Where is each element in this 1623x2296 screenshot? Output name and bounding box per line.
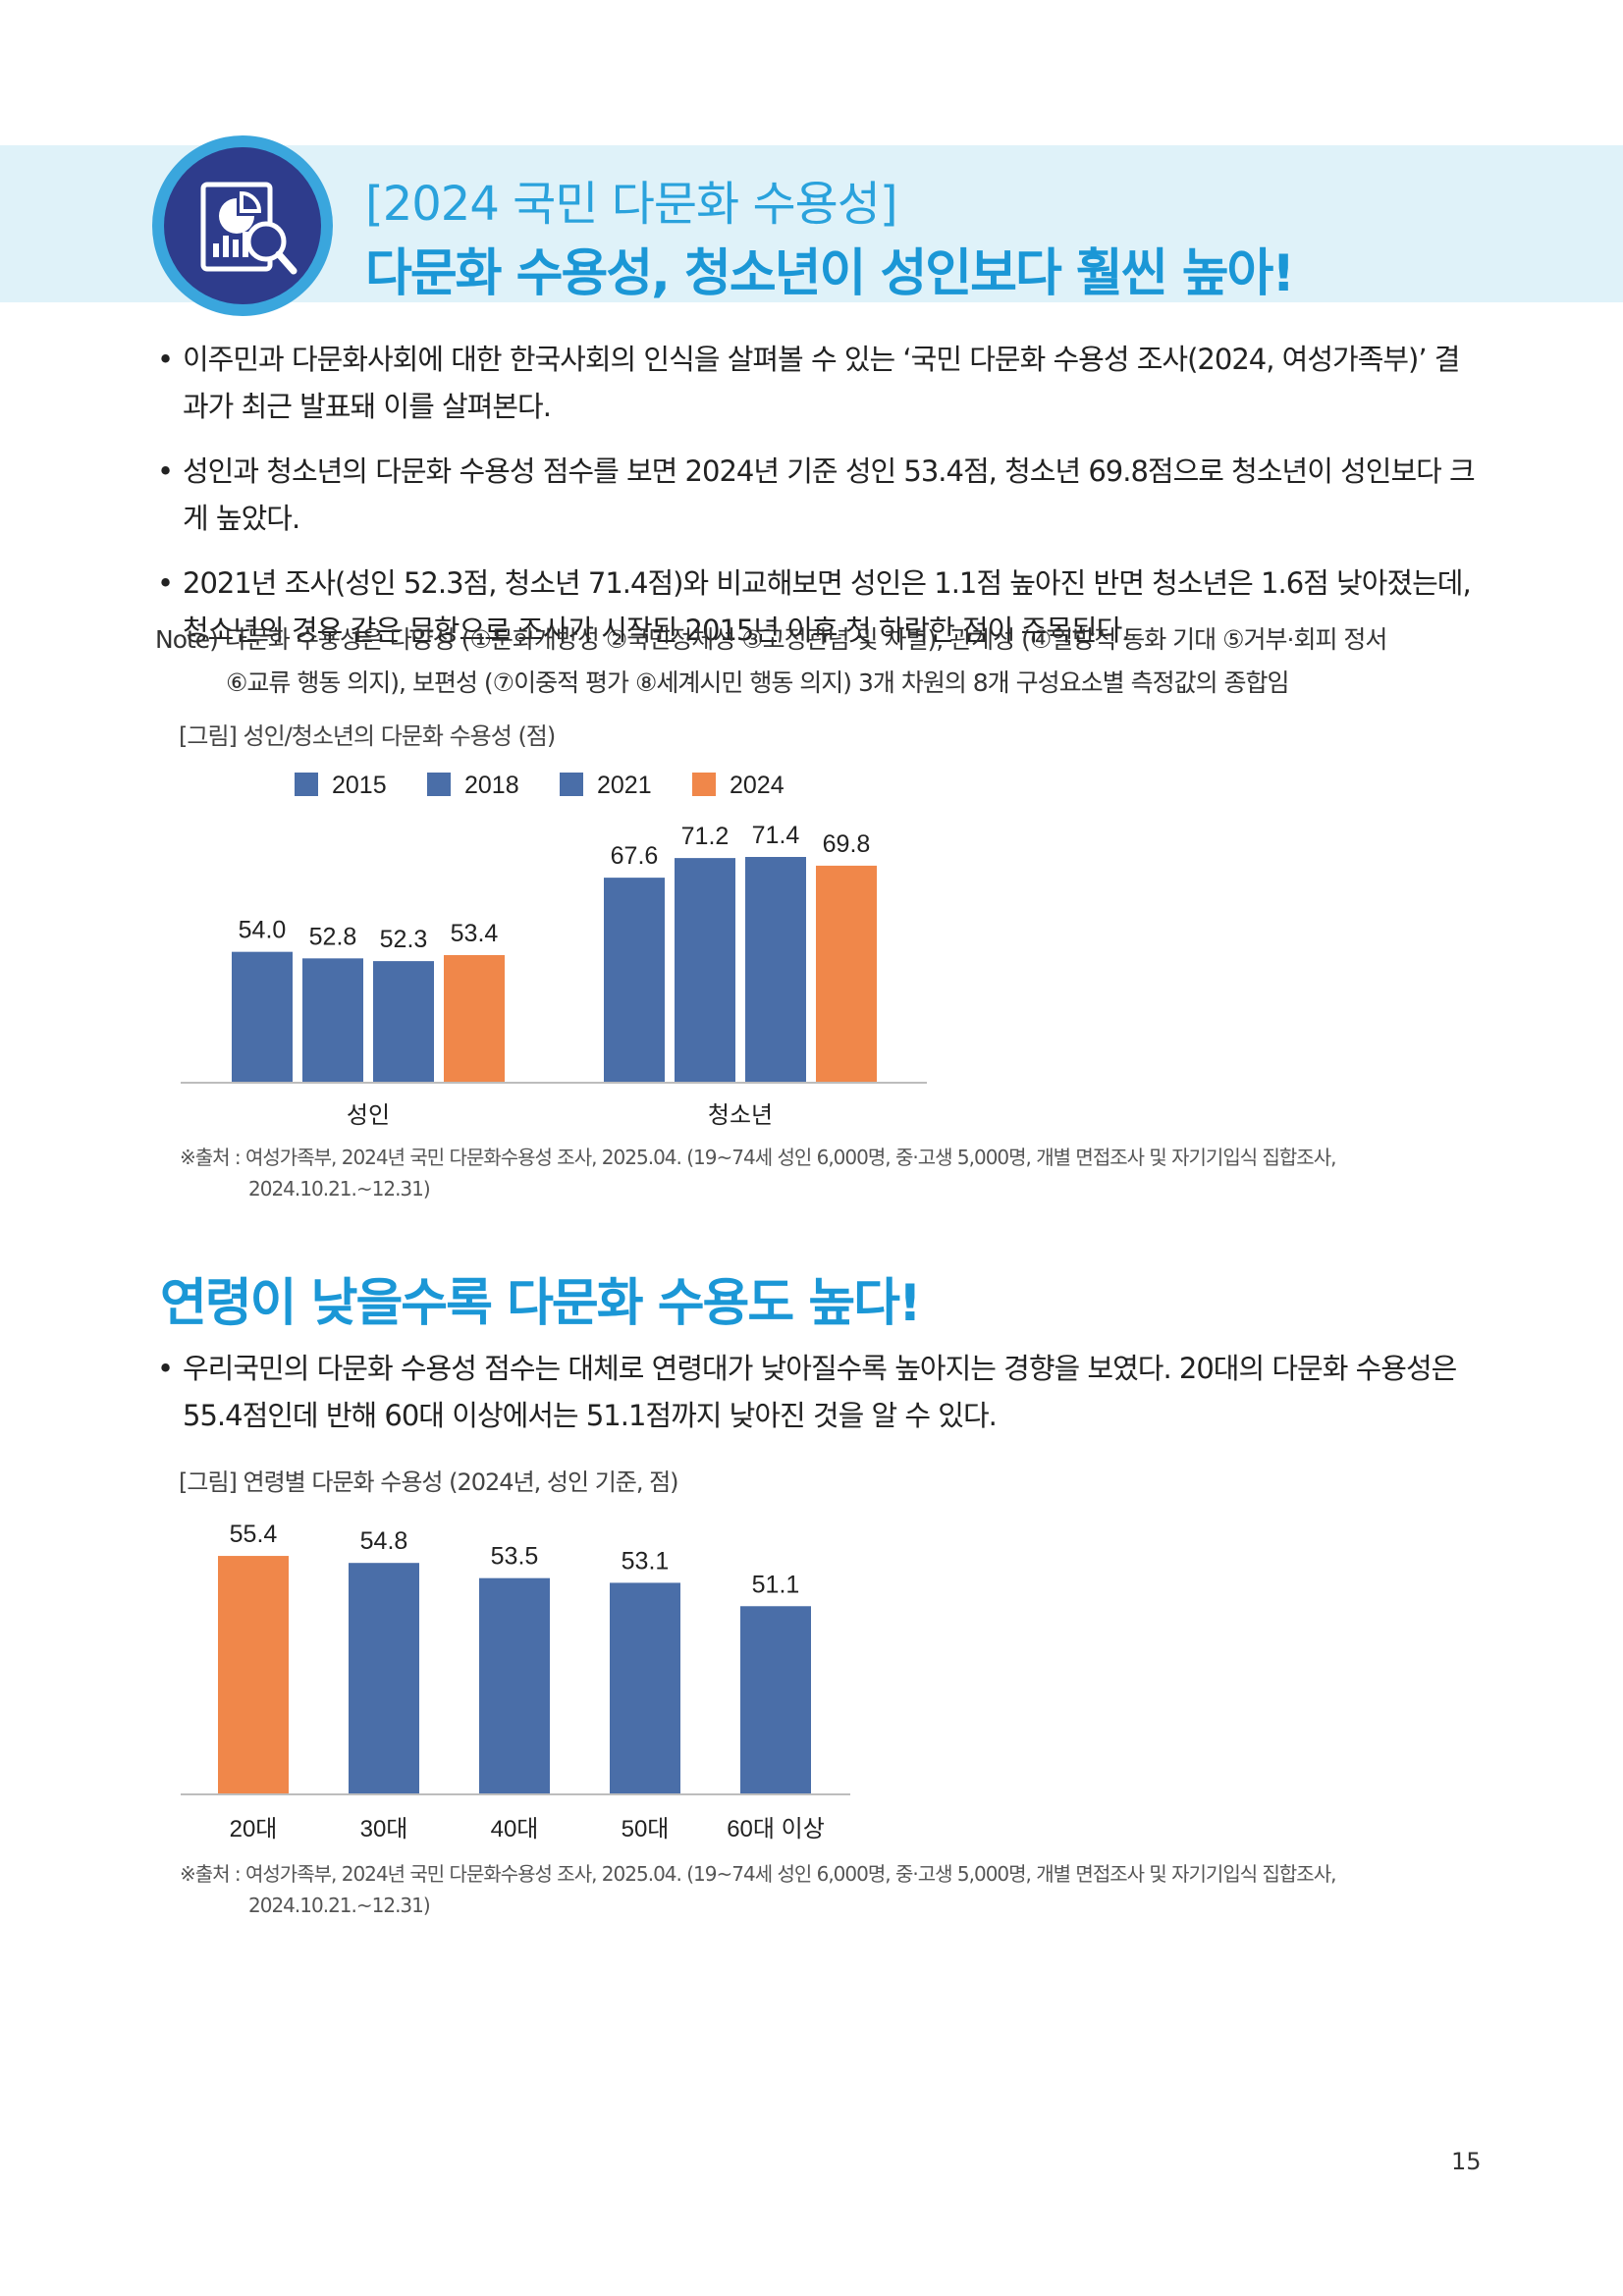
- data-label: 55.4: [230, 1521, 278, 1548]
- data-label: 69.8: [823, 830, 871, 858]
- bar-50대: [610, 1582, 680, 1794]
- category-label: 60대 이상: [727, 1816, 825, 1842]
- category-label: 50대: [622, 1816, 670, 1842]
- intro-bullet-list: 이주민과 다문화사회에 대한 한국사회의 인식을 살펴볼 수 있는 ‘국민 다문…: [157, 336, 1478, 671]
- bullet-item: 성인과 청소년의 다문화 수용성 점수를 보면 2024년 기준 성인 53.4…: [157, 448, 1478, 542]
- category-label: 청소년: [708, 1102, 773, 1129]
- bar-청소년-2018: [675, 858, 735, 1083]
- legend-swatch-2015: [295, 773, 318, 796]
- legend-label-2021: 2021: [597, 772, 652, 799]
- chart2-source: ※출처 : 여성가족부, 2024년 국민 다문화수용성 조사, 2025.04…: [180, 1858, 1336, 1921]
- source-line-2: 2024.10.21.~12.31): [248, 1177, 431, 1201]
- chart1-adult-youth: 2015 2018 2021 2024 54.0 52.8 52.3 53.4 성인 67.6 71…: [181, 772, 927, 1129]
- legend-swatch-2021: [560, 773, 583, 796]
- data-label: 52.3: [380, 926, 428, 953]
- page-title: 다문화 수용성, 청소년이 성인보다 훨씬 높아!: [365, 244, 1295, 303]
- data-label: 53.1: [622, 1547, 670, 1575]
- data-label: 67.6: [611, 842, 659, 870]
- data-label: 53.4: [451, 920, 499, 947]
- source-line-1: ※출처 : 여성가족부, 2024년 국민 다문화수용성 조사, 2025.04…: [180, 1862, 1336, 1886]
- bar-청소년-2024: [816, 865, 877, 1083]
- bullet-item: 이주민과 다문화사회에 대한 한국사회의 인식을 살펴볼 수 있는 ‘국민 다문…: [157, 336, 1478, 430]
- bar-30대: [349, 1563, 419, 1794]
- legend-label-2018: 2018: [464, 772, 519, 799]
- note: Note) 다문화 수용성은 다양성 (①문화개방성 ②국민정체성 ③고정관념 …: [155, 618, 1481, 705]
- page-number: 15: [1451, 2148, 1482, 2175]
- source-line-2: 2024.10.21.~12.31): [248, 1894, 431, 1917]
- bar-성인-2024: [444, 955, 505, 1083]
- data-label: 54.0: [239, 917, 287, 944]
- chart2-by-age: 55.4 20대 54.8 30대 53.5 40대 53.1 50대 51.1 60대 이상: [181, 1521, 850, 1842]
- note-line-1: Note) 다문화 수용성은 다양성 (①문화개방성 ②국민정체성 ③고정관념 …: [155, 625, 1387, 654]
- bar-청소년-2021: [745, 857, 806, 1083]
- note-line-2: ⑥교류 행동 의지), 보편성 (⑦이중적 평가 ⑧세계시민 행동 의지) 3개…: [226, 668, 1290, 697]
- chart1-caption: [그림] 성인/청소년의 다문화 수용성 (점): [179, 722, 556, 750]
- chart-magnifier-icon: [164, 147, 321, 304]
- bar-성인-2015: [232, 951, 293, 1083]
- bar-20대: [218, 1556, 289, 1794]
- chart1-source: ※출처 : 여성가족부, 2024년 국민 다문화수용성 조사, 2025.04…: [180, 1142, 1336, 1204]
- category-label: 30대: [360, 1816, 408, 1842]
- legend-label-2015: 2015: [332, 772, 387, 799]
- data-label: 54.8: [360, 1527, 408, 1555]
- bullet-item: 2021년 조사(성인 52.3점, 청소년 71.4점)와 비교해보면 성인은…: [157, 560, 1478, 654]
- source-line-1: ※출처 : 여성가족부, 2024년 국민 다문화수용성 조사, 2025.04…: [180, 1146, 1336, 1169]
- legend-label-2024: 2024: [730, 772, 784, 799]
- bullet-item: 우리국민의 다문화 수용성 점수는 대체로 연령대가 낮아질수록 높아지는 경향…: [157, 1345, 1478, 1439]
- legend-swatch-2018: [427, 773, 451, 796]
- data-label: 53.5: [491, 1543, 539, 1571]
- bar-40대: [479, 1577, 550, 1794]
- data-label: 71.2: [681, 823, 730, 850]
- data-label: 52.8: [309, 923, 357, 950]
- section2-bullet-list: 우리국민의 다문화 수용성 점수는 대체로 연령대가 낮아질수록 높아지는 경향…: [157, 1345, 1478, 1457]
- header-subtitle: [2024 국민 다문화 수용성]: [365, 177, 898, 232]
- category-label: 성인: [347, 1102, 390, 1129]
- section2-heading: 연령이 낮을수록 다문화 수용도 높다!: [160, 1274, 922, 1333]
- bar-성인-2021: [373, 961, 434, 1083]
- bar-청소년-2015: [604, 878, 665, 1083]
- data-label: 51.1: [752, 1571, 800, 1598]
- data-label: 71.4: [752, 822, 800, 849]
- category-label: 20대: [230, 1816, 278, 1842]
- legend-swatch-2024: [692, 773, 716, 796]
- bar-성인-2018: [302, 958, 363, 1083]
- category-label: 40대: [491, 1816, 539, 1842]
- chart2-caption: [그림] 연령별 다문화 수용성 (2024년, 성인 기준, 점): [179, 1468, 679, 1496]
- bar-60대 이상: [740, 1606, 811, 1794]
